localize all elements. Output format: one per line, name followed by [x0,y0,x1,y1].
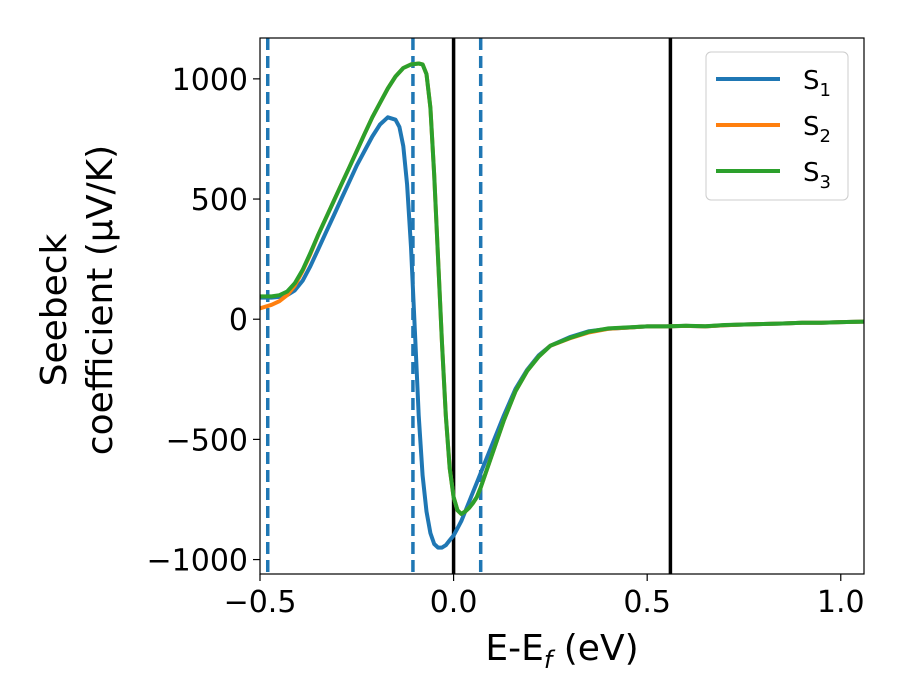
x-tick-label: 1.0 [817,585,865,620]
series-line-s3 [260,61,864,516]
x-axis: −0.5 0.0 0.5 1.0 [224,574,865,620]
y-tick-label: 0 [229,303,248,338]
x-axis-title: E-Ef (eV) [485,628,638,674]
y-axis-title-line1: Seebeck [34,233,75,386]
legend-label-s3: S3 [803,158,831,193]
plot-area [259,37,865,575]
y-axis-title-line2: coefficient (μV/K) [80,145,121,455]
y-tick-label: −1000 [147,544,248,579]
legend: S1 S2 S3 [705,51,849,201]
x-tick-label: −0.5 [224,585,297,620]
series-lines [260,61,864,550]
y-tick-label: 1000 [172,63,248,98]
vertical-reference-lines [265,38,673,574]
x-tick-label: 0.0 [430,585,478,620]
legend-label-s2: S2 [803,112,831,147]
legend-label-s1: S1 [803,66,831,101]
x-tick-label: 0.5 [623,585,671,620]
y-axis-title: Seebeck coefficient (μV/K) [34,145,121,455]
y-axis: −1000 −500 0 500 1000 [147,63,260,579]
y-tick-label: −500 [166,423,248,458]
y-tick-label: 500 [191,183,248,218]
plot-frame [259,37,865,575]
